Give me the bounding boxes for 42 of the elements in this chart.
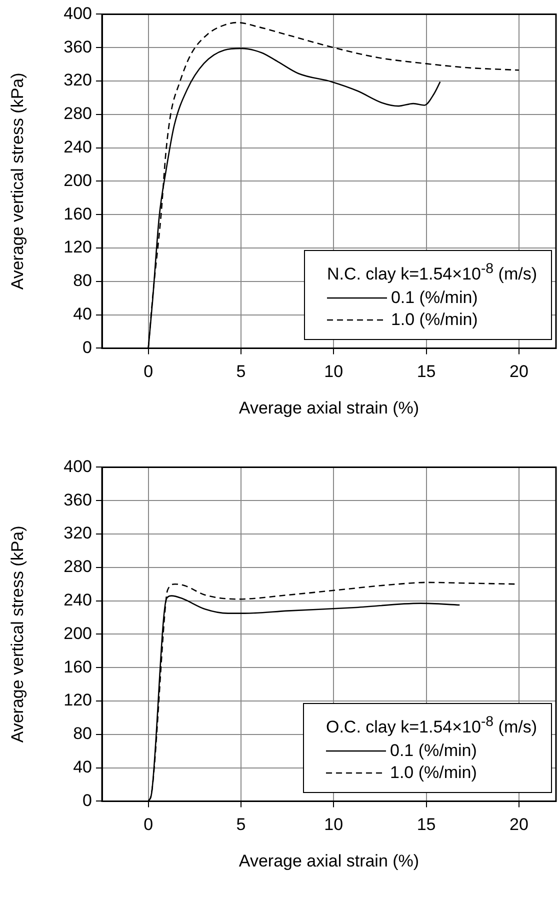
legend-label: 1.0 (%/min) — [390, 308, 478, 331]
y-tick-label: 400 — [64, 456, 92, 476]
x-tick-label: 15 — [416, 362, 436, 382]
legend-label: 0.1 (%/min) — [390, 740, 477, 762]
x-tick-label: 10 — [324, 815, 344, 834]
legend-title: O.C. clay k=1.54×10$^{-8}$ (m/s) — [326, 714, 537, 738]
y-tick-label: 200 — [64, 170, 92, 190]
x-axis-title: Average axial strain (%) — [238, 398, 420, 418]
y-tick-label: 400 — [64, 4, 92, 23]
y-tick-label: 160 — [64, 204, 92, 224]
y-tick-label: 360 — [64, 37, 92, 56]
y-tick-label: 360 — [64, 490, 92, 510]
y-tick-label: 240 — [64, 590, 92, 610]
y-tick-label: 120 — [64, 238, 92, 257]
x-tick-label: 15 — [416, 815, 436, 834]
y-tick-label: 0 — [82, 338, 92, 357]
y-tick-label: 80 — [73, 271, 92, 290]
y-tick-label: 320 — [64, 70, 92, 90]
y-tick-label: 200 — [64, 624, 92, 643]
x-tick-label: 10 — [324, 362, 344, 382]
x-tick-label: 5 — [236, 815, 246, 834]
y-tick-label: 160 — [64, 657, 92, 676]
y-tick-label: 40 — [73, 757, 92, 776]
y-tick-label: 120 — [64, 690, 92, 710]
legend-title: N.C. clay k=1.54×10$^{-8}$ (m/s) — [326, 261, 537, 285]
y-tick-label: 320 — [64, 524, 92, 543]
y-tick-label: 0 — [82, 790, 92, 810]
legend-label: 0.1 (%/min) — [390, 286, 478, 309]
y-axis-title: Average vertical stress (kPa) — [8, 526, 27, 743]
legend-label: 1.0 (%/min) — [390, 762, 477, 784]
x-tick-label: 20 — [509, 815, 528, 834]
x-tick-label: 20 — [509, 362, 528, 382]
y-axis-title: Average vertical stress (kPa) — [8, 72, 27, 290]
y-tick-label: 40 — [73, 304, 92, 324]
y-tick-label: 240 — [64, 137, 92, 156]
x-tick-label: 0 — [144, 815, 154, 834]
y-tick-label: 80 — [73, 724, 92, 744]
y-tick-label: 280 — [64, 104, 92, 124]
x-tick-label: 5 — [236, 362, 246, 382]
y-tick-label: 280 — [64, 557, 92, 576]
x-axis-title: Average axial strain (%) — [238, 851, 420, 870]
x-tick-label: 0 — [144, 362, 154, 382]
